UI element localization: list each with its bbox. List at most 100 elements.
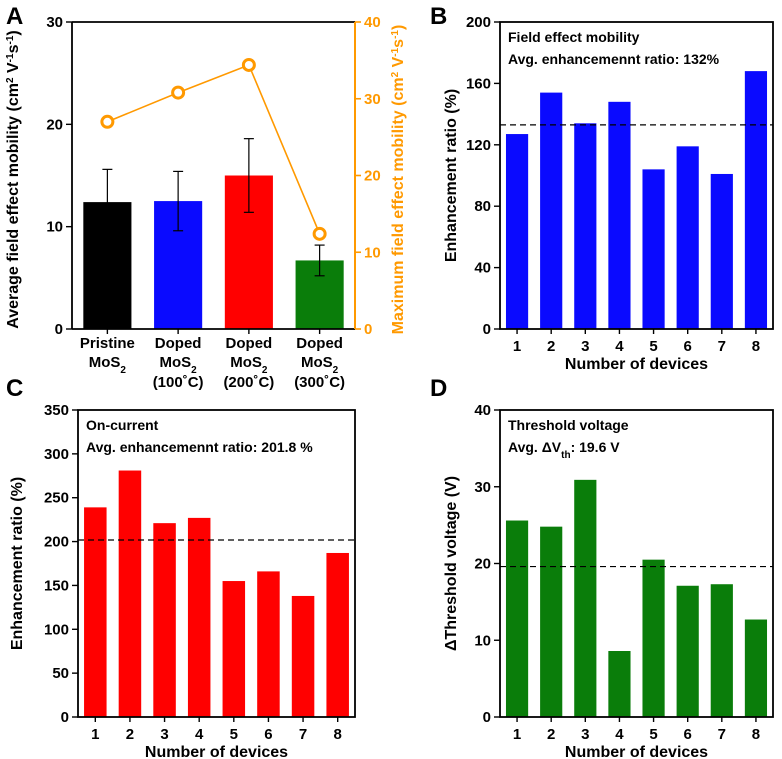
panel-d-bar-1 bbox=[505, 520, 529, 717]
panel-a-ylabel-part: s bbox=[5, 44, 22, 53]
panel-d-ytick-label: 0 bbox=[483, 709, 491, 726]
panel-c-ytick-label: 350 bbox=[44, 402, 69, 419]
panel-a-max-mobility-line bbox=[107, 63, 321, 235]
panel-a-category-label-line2: MoS2 bbox=[160, 354, 198, 376]
panel-c-annotation: Avg. enhancemennt ratio: 201.8 % bbox=[86, 439, 313, 455]
panel-c-plot-frame bbox=[77, 409, 356, 718]
panel-a-y2label-part: V bbox=[390, 56, 407, 71]
panel-a-category-label-line2: MoS2 bbox=[89, 354, 127, 376]
panel-a-ylabel-part: -1 bbox=[5, 35, 16, 44]
panel-a-ytick-label: 10 bbox=[46, 219, 63, 236]
panel-a-category-label-line1: Doped bbox=[226, 335, 273, 352]
panel-a-category-label-line2-part: 2 bbox=[262, 365, 268, 376]
panel-c-ytick-label: 0 bbox=[61, 709, 69, 726]
panel-a-y2label-part: -1 bbox=[390, 30, 401, 39]
panel-c-bar-3 bbox=[153, 523, 176, 717]
panel-d-ytick-label: 20 bbox=[474, 556, 491, 573]
panel-a-ylabel-part: Average field effect mobility (cm bbox=[5, 83, 22, 329]
panel-c-xtick-label: 3 bbox=[160, 726, 168, 743]
panel-a-y2tick-label: 10 bbox=[364, 244, 381, 261]
panel-a-max-mobility-point-1 bbox=[100, 114, 115, 129]
panel-a-ytick-label: 20 bbox=[46, 116, 63, 133]
panel-d-bar-2 bbox=[540, 526, 563, 717]
panel-c-xtick-label: 6 bbox=[264, 726, 272, 743]
panel-a-ytick-label: 30 bbox=[46, 14, 63, 31]
panel-d-ytick-label: 40 bbox=[474, 402, 491, 419]
panel-c-xtick-label: 1 bbox=[91, 726, 99, 743]
panel-a-category-label-line2-part: MoS bbox=[160, 354, 192, 371]
panel-d-ytick-label: 30 bbox=[474, 479, 491, 496]
panel-c-bar-6 bbox=[257, 571, 280, 717]
panel-b-ytick-label: 40 bbox=[474, 260, 491, 277]
panel-b-ytick-label: 0 bbox=[483, 321, 491, 338]
panel-d-bar-6 bbox=[676, 585, 699, 717]
panel-d-xtick-label: 1 bbox=[513, 726, 521, 743]
panel-b-xlabel: Number of devices bbox=[565, 356, 708, 373]
panel-c-xtick-label: 8 bbox=[334, 726, 342, 743]
panel-c-bar-4 bbox=[187, 517, 211, 717]
panel-a-category-label-line2: MoS2 bbox=[301, 354, 339, 376]
panel-a-y2tick-label: 20 bbox=[364, 168, 381, 185]
panel-c-bar-8 bbox=[326, 552, 349, 717]
panel-d-ylabel: ΔThreshold voltage (V) bbox=[443, 476, 460, 651]
panel-a-y2tick-label: 0 bbox=[364, 321, 372, 338]
panel-a-category-label-line2-part: 2 bbox=[333, 365, 339, 376]
panel-c-label: C bbox=[6, 375, 23, 402]
panel-c-ytick-label: 250 bbox=[44, 490, 69, 507]
panel-d-annotation: Avg. ΔVth: 19.6 V bbox=[508, 439, 620, 461]
panel-b-bar-8 bbox=[744, 71, 768, 330]
panel-d-xtick-label: 4 bbox=[615, 726, 624, 743]
panel-a-y2label: Maximum field effect mobility (cm2 V-1s-… bbox=[390, 25, 408, 335]
panel-b-bar-4 bbox=[608, 101, 631, 329]
panel-b-bar-6 bbox=[676, 146, 699, 329]
panel-d-bar-3 bbox=[574, 479, 597, 717]
panel-b-xtick-label: 5 bbox=[649, 338, 657, 355]
panel-b-label: B bbox=[430, 3, 447, 30]
panel-d-bar-4 bbox=[608, 650, 631, 717]
panel-a-y2tick-label: 40 bbox=[364, 14, 381, 31]
panel-a-y2label-part: 2 bbox=[390, 71, 401, 77]
panel-b-xtick-label: 8 bbox=[752, 338, 760, 355]
panel-b-title: Field effect mobility bbox=[508, 29, 640, 45]
panel-b-ytick-label: 200 bbox=[466, 14, 491, 31]
panel-c-ytick-label: 200 bbox=[44, 534, 69, 551]
panel-d-ytick-label: 10 bbox=[474, 632, 491, 649]
panel-c-ytick-label: 150 bbox=[44, 577, 69, 594]
panel-c-xtick-label: 7 bbox=[299, 726, 307, 743]
panel-d-annotation-part: : 19.6 V bbox=[571, 439, 621, 455]
panel-d-title: Threshold voltage bbox=[508, 417, 629, 433]
panel-d-xtick-label: 2 bbox=[547, 726, 555, 743]
panel-d-annotation-part: Avg. ΔV bbox=[508, 439, 562, 455]
panel-d-annotation-part: th bbox=[561, 450, 570, 461]
panel-b-bar-7 bbox=[710, 173, 733, 329]
panel-b-plot-frame bbox=[499, 21, 774, 330]
panel-b-xtick-label: 7 bbox=[718, 338, 726, 355]
panel-b-ylabel: Enhancement ratio (%) bbox=[443, 89, 460, 262]
panel-a-ylabel-part: ) bbox=[5, 30, 22, 35]
panel-d-xlabel: Number of devices bbox=[565, 744, 708, 759]
panel-d-xtick-label: 6 bbox=[684, 726, 692, 743]
panel-c-xtick-label: 4 bbox=[195, 726, 204, 743]
panel-c-ylabel: Enhancement ratio (%) bbox=[9, 477, 26, 650]
panel-b-xtick-label: 6 bbox=[684, 338, 692, 355]
panel-b-ytick-label: 120 bbox=[466, 137, 491, 154]
panel-a-category-label-line2-part: MoS bbox=[230, 354, 262, 371]
panel-a-max-mobility-point-4 bbox=[312, 226, 327, 241]
panel-d-xtick-label: 7 bbox=[718, 726, 726, 743]
panel-a-category-label-line2-part: 2 bbox=[120, 365, 126, 376]
panel-c-ytick-label: 100 bbox=[44, 621, 69, 638]
panel-a-y2label-part: Maximum field effect mobility (cm bbox=[390, 77, 407, 334]
panel-a-y2label-part: -1 bbox=[390, 47, 401, 56]
panel-c-title: On-current bbox=[86, 417, 159, 433]
panel-a-label: A bbox=[6, 3, 23, 30]
panel-a-y2label-part: ) bbox=[390, 25, 407, 30]
panel-c-ytick-label: 300 bbox=[44, 446, 69, 463]
panel-a-y2label-part: s bbox=[390, 39, 407, 48]
panel-d-bar-7 bbox=[710, 584, 733, 717]
panel-a-category-label-line2: MoS2 bbox=[230, 354, 268, 376]
panel-c-xtick-label: 2 bbox=[126, 726, 134, 743]
panel-b-bar-5 bbox=[642, 169, 665, 329]
panel-b-bar-2 bbox=[540, 92, 563, 329]
panel-c-bar-5 bbox=[222, 581, 246, 717]
panel-b-xtick-label: 1 bbox=[513, 338, 521, 355]
